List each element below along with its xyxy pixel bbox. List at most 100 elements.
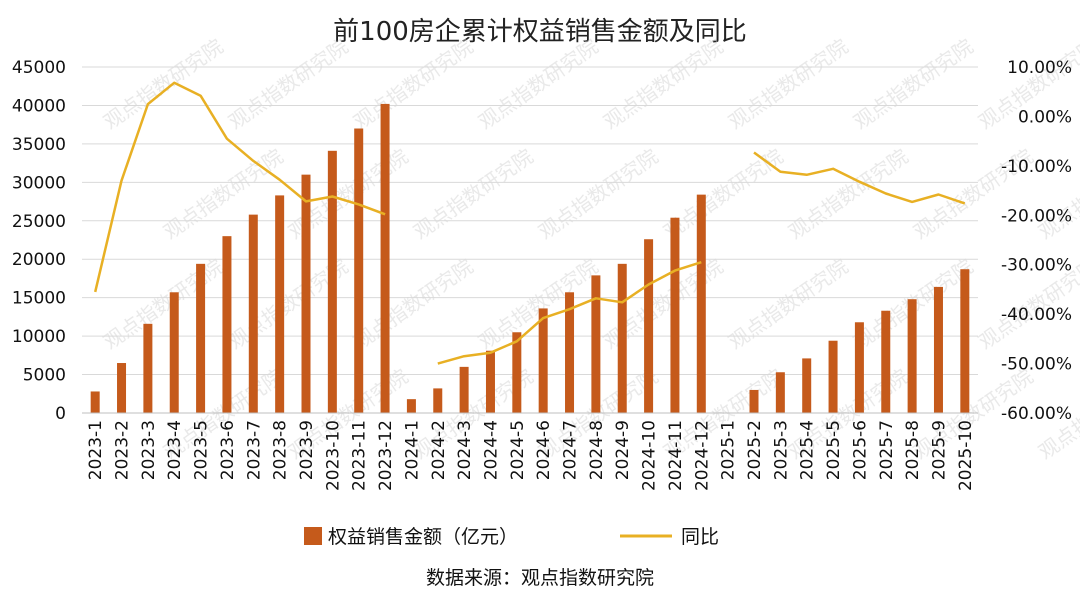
bar [933, 286, 943, 413]
left-axis-ticks: 0 5000 10000 15000 20000 25000 30000 35000 40000… [12, 58, 66, 424]
watermark-text: 观点指数研究院 [849, 34, 977, 134]
watermark-text: 观点指数研究院 [224, 34, 352, 134]
bar-series [90, 103, 970, 413]
watermark-text: 观点指数研究院 [349, 254, 477, 354]
bar [881, 310, 891, 413]
bar [802, 358, 812, 413]
bar [617, 263, 627, 413]
right-tick-label: 10.00% [1007, 58, 1072, 78]
bar [775, 372, 785, 413]
left-tick-label: 15000 [12, 289, 66, 309]
bar [90, 391, 100, 413]
left-tick-label: 5000 [23, 366, 66, 386]
right-axis-ticks: -60.00% -50.00% -40.00% -30.00% -20.00% -10.0… [1001, 58, 1072, 424]
bar [670, 217, 680, 413]
watermark-text: 观点指数研究院 [159, 144, 287, 244]
watermark-text: 观点指数研究院 [599, 34, 727, 134]
bar [696, 194, 706, 413]
line-series [93, 81, 966, 365]
right-tick-label: 0.00% [1018, 107, 1072, 127]
x-tick-label: 2025-1 [719, 420, 739, 480]
x-tick-label: 2024-10 [640, 420, 660, 491]
left-tick-label: 30000 [12, 173, 66, 193]
bar [327, 150, 337, 413]
right-tick-label: -10.00% [1001, 157, 1072, 177]
bar [222, 236, 232, 413]
left-tick-label: 45000 [12, 58, 66, 78]
x-tick-label: 2023-4 [165, 420, 185, 480]
x-tick-label: 2023-7 [244, 420, 264, 480]
x-tick-label: 2025-2 [745, 420, 765, 480]
x-tick-label: 2024-3 [455, 420, 475, 480]
legend: 权益销售金额（亿元） 同比 [304, 526, 719, 548]
x-tick-label: 2024-1 [402, 420, 422, 480]
bar [406, 399, 416, 413]
watermark-text: 观点指数研究院 [474, 34, 602, 134]
x-tick-label: 2024-8 [587, 420, 607, 480]
x-tick-label: 2025-9 [929, 420, 949, 480]
left-tick-label: 20000 [12, 250, 66, 270]
x-tick-label: 2023-11 [350, 420, 370, 491]
x-tick-label: 2024-9 [613, 420, 633, 480]
left-tick-label: 25000 [12, 212, 66, 232]
x-tick-label: 2025-6 [850, 420, 870, 480]
left-tick-label: 10000 [12, 327, 66, 347]
line-segment [753, 151, 966, 205]
x-tick-label: 2024-11 [666, 420, 686, 491]
source-note: 数据来源：观点指数研究院 [426, 567, 654, 589]
watermark-text: 观点指数研究院 [99, 254, 227, 354]
x-tick-label: 2023-6 [218, 420, 238, 480]
x-tick-label: 2024-5 [508, 420, 528, 480]
bar [565, 292, 575, 413]
x-tick-label: 2023-9 [297, 420, 317, 480]
bar [591, 275, 601, 413]
x-tick-label: 2024-7 [561, 420, 581, 480]
watermark-text: 观点指数研究院 [99, 34, 227, 134]
x-tick-label: 2024-12 [692, 420, 712, 491]
x-tick-label: 2025-10 [956, 420, 976, 491]
right-tick-label: -20.00% [1001, 206, 1072, 226]
bar [433, 388, 443, 413]
line-segment [437, 261, 702, 365]
bar [644, 239, 654, 413]
bar [459, 366, 469, 413]
bar [854, 322, 864, 413]
bar [248, 214, 258, 413]
left-tick-label: 0 [55, 404, 66, 424]
x-tick-label: 2024-2 [429, 420, 449, 480]
bar [169, 292, 179, 413]
x-tick-label: 2025-3 [771, 420, 791, 480]
bar [538, 308, 548, 413]
x-tick-label: 2023-12 [376, 420, 396, 491]
right-tick-label: -50.00% [1001, 355, 1072, 375]
bar [512, 332, 522, 413]
watermark-text: 观点指数研究院 [409, 144, 537, 244]
x-tick-label: 2024-4 [481, 420, 501, 480]
bar [485, 350, 495, 413]
x-tick-label: 2023-1 [86, 420, 106, 480]
left-tick-label: 35000 [12, 135, 66, 155]
watermark-text: 观点指数研究院 [724, 254, 852, 354]
x-tick-label: 2025-5 [824, 420, 844, 480]
x-tick-label: 2024-6 [534, 420, 554, 480]
x-tick-label: 2023-2 [113, 420, 133, 480]
right-tick-label: -60.00% [1001, 404, 1072, 424]
x-axis-ticks: 2023-1 2023-2 2023-3 2023-4 2023-5 2023-6 2023… [86, 420, 976, 491]
x-tick-label: 2023-10 [323, 420, 343, 491]
watermark-text: 观点指数研究院 [534, 144, 662, 244]
right-tick-label: -40.00% [1001, 305, 1072, 325]
legend-label-bar: 权益销售金额（亿元） [328, 526, 518, 548]
legend-label-line: 同比 [681, 526, 719, 548]
bar [301, 174, 311, 413]
left-tick-label: 40000 [12, 96, 66, 116]
bar [354, 128, 364, 413]
bar [960, 269, 970, 413]
bar [196, 263, 206, 413]
bar [117, 363, 127, 413]
x-tick-label: 2023-5 [192, 420, 212, 480]
bar [828, 340, 838, 413]
watermark-text: 观点指数研究院 [349, 34, 477, 134]
bar [275, 195, 285, 413]
watermark-text: 观点指数研究院 [724, 34, 852, 134]
